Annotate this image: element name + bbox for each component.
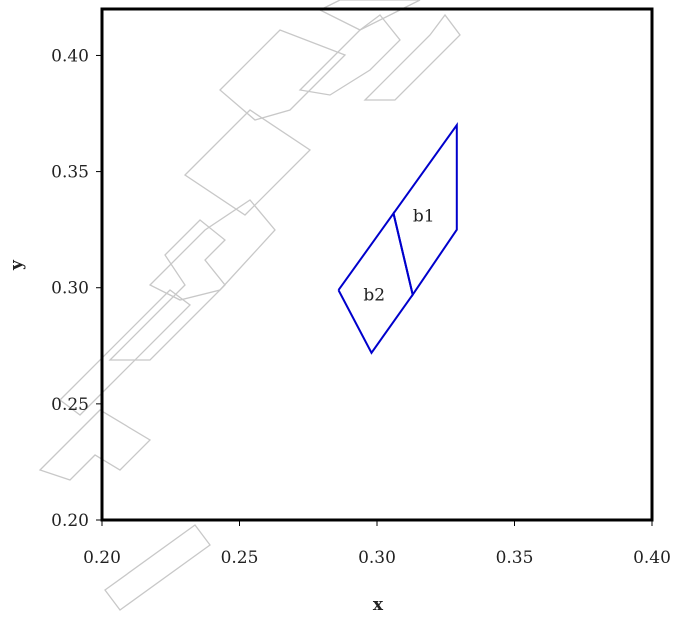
x-axis-tick-labels: 0.20 0.25 0.30 0.35 0.40 xyxy=(83,548,671,568)
y-tick-label: 0.35 xyxy=(51,163,89,183)
x-tick-label: 0.40 xyxy=(633,548,671,568)
y-axis-tick-labels: 0.20 0.25 0.30 0.35 0.40 xyxy=(51,46,89,531)
y-axis-title: y xyxy=(7,259,27,271)
x-tick-label: 0.20 xyxy=(83,548,121,568)
x-tick-label: 0.35 xyxy=(496,548,534,568)
y-tick-label: 0.25 xyxy=(51,395,89,415)
y-tick-label: 0.20 xyxy=(51,511,89,531)
y-tick-label: 0.40 xyxy=(51,46,89,66)
series-layer: b1 b2 xyxy=(337,121,458,355)
x-axis-title: x xyxy=(373,595,384,615)
x-tick-label: 0.30 xyxy=(358,548,396,568)
plot-area-frame xyxy=(100,7,654,522)
y-axis-ticks xyxy=(96,54,102,521)
region-b1-label: b1 xyxy=(413,207,435,227)
region-b2-label: b2 xyxy=(363,286,385,306)
region-b2-outline xyxy=(337,211,414,355)
x-axis-ticks xyxy=(101,520,653,526)
y-tick-label: 0.30 xyxy=(51,279,89,299)
x-tick-label: 0.25 xyxy=(221,548,259,568)
watermark-outlines xyxy=(38,0,461,611)
